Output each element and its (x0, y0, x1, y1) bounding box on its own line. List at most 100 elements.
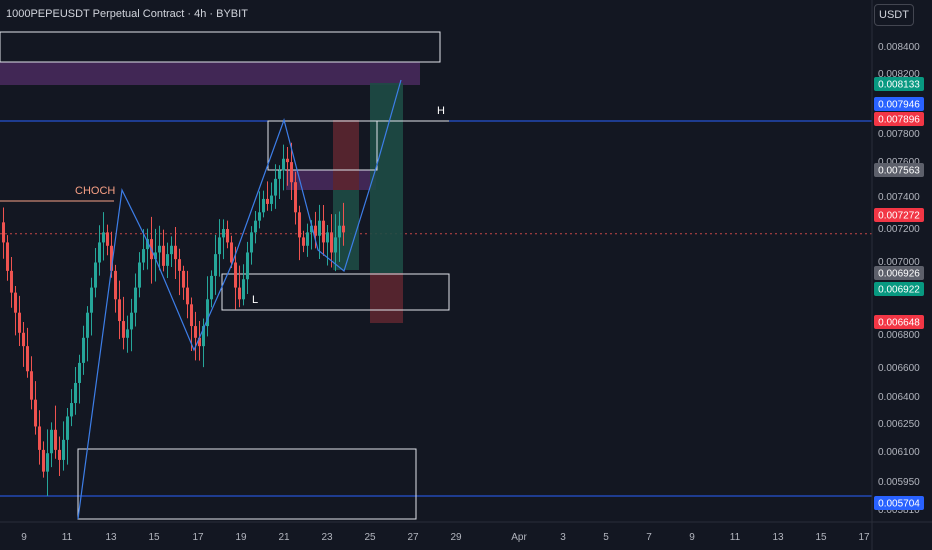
candle (238, 265, 241, 308)
svg-text:0.006926: 0.006926 (878, 269, 920, 280)
price-tick: 0.007200 (878, 224, 920, 235)
svg-text:0.007896: 0.007896 (878, 115, 920, 126)
candle (114, 264, 117, 313)
candle (90, 277, 93, 336)
svg-text:0.007946: 0.007946 (878, 100, 920, 111)
candle (186, 270, 189, 319)
svg-text:0.007563: 0.007563 (878, 166, 920, 177)
candle (210, 270, 213, 308)
candle (234, 246, 237, 310)
candle (30, 356, 33, 410)
time-tick: 27 (407, 532, 419, 543)
candle (166, 242, 169, 279)
boxes-layer (0, 31, 450, 520)
candle (14, 286, 17, 336)
annotations-layer: H L CHOCH (75, 105, 445, 306)
price-badge: 0.006926 (874, 266, 924, 280)
candle (326, 224, 329, 266)
candle (290, 142, 293, 201)
drawings-layer (77, 79, 402, 520)
bottom-demand-box[interactable] (77, 448, 417, 520)
price-badge: 0.007272 (874, 208, 924, 222)
horizontal-lines-layer (0, 120, 872, 497)
candle (226, 220, 229, 249)
candle (182, 265, 185, 300)
short-stop-zone[interactable] (333, 120, 359, 190)
choch-label: CHOCH (75, 185, 115, 197)
candle (10, 256, 13, 308)
time-tick: 19 (235, 532, 247, 543)
svg-text:0.006922: 0.006922 (878, 285, 920, 296)
short-target-zone[interactable] (333, 190, 359, 270)
candle (46, 429, 49, 497)
candle (250, 226, 253, 265)
candle (86, 306, 89, 362)
symbol-title: 1000PEPEUSDT Perpetual Contract · 4h · B… (6, 8, 248, 20)
svg-text:0.006648: 0.006648 (878, 318, 920, 329)
price-tick: 0.007600 (878, 157, 920, 168)
candle (174, 226, 177, 279)
candle (274, 164, 277, 209)
candle (162, 229, 165, 272)
price-badge: 0.005704 (874, 496, 924, 510)
price-badge: 0.008133 (874, 77, 924, 91)
time-tick: Apr (511, 532, 527, 543)
candle (222, 219, 225, 260)
candle (118, 280, 121, 340)
candle (42, 441, 45, 478)
candles-layer (2, 142, 345, 497)
candle (82, 325, 85, 375)
price-tick: 0.006800 (878, 330, 920, 341)
candle (202, 318, 205, 368)
candle (146, 228, 149, 270)
candle (178, 248, 181, 296)
price-tick: 0.008200 (878, 69, 920, 80)
candle (26, 327, 29, 378)
low-range-box[interactable] (221, 273, 450, 311)
candle (54, 405, 57, 459)
time-tick: 3 (560, 532, 566, 543)
candle (170, 236, 173, 268)
candle (294, 171, 297, 225)
candle (334, 214, 337, 272)
zigzag-path[interactable] (77, 79, 402, 520)
currency-button[interactable]: USDT (874, 4, 914, 26)
candle (58, 436, 61, 476)
time-tick: 13 (772, 532, 784, 543)
price-badge: 0.007563 (874, 163, 924, 177)
high-label: H (437, 105, 445, 117)
time-tick: 11 (62, 532, 73, 543)
candle (306, 223, 309, 257)
candle (298, 205, 301, 261)
top-range-box[interactable] (0, 31, 441, 63)
candle (242, 264, 245, 306)
candle (106, 224, 109, 256)
long-target-zone[interactable] (370, 83, 403, 273)
candle (286, 146, 289, 186)
price-tick: 0.006250 (878, 419, 920, 430)
price-tick: 0.005810 (878, 505, 920, 516)
supply-zone-purple[interactable] (0, 62, 420, 85)
candle (338, 211, 341, 262)
candle (302, 230, 305, 253)
time-tick: 17 (192, 532, 204, 543)
time-tick: 17 (858, 532, 870, 543)
long-stop-zone[interactable] (370, 273, 403, 323)
time-tick: 5 (603, 532, 609, 543)
time-tick: 9 (689, 532, 695, 543)
candle (66, 407, 69, 465)
candle (38, 410, 41, 465)
price-axis: 0.008400 0.008200 0.007800 0.007600 0.007400… (871, 0, 920, 550)
price-badge: 0.007946 (874, 97, 924, 111)
candle (126, 315, 129, 353)
svg-text:0.008133: 0.008133 (878, 80, 920, 91)
price-tick: 0.007800 (878, 129, 920, 140)
candle (6, 235, 9, 281)
time-tick: 9 (21, 532, 27, 543)
price-tick: 0.007000 (878, 257, 920, 268)
candle (122, 296, 125, 350)
candle (70, 389, 73, 427)
time-axis: 9 11 13 15 17 19 21 23 25 27 29 Apr 3 5 7 9 11 13 15 17 (0, 521, 932, 543)
candle (282, 144, 285, 191)
